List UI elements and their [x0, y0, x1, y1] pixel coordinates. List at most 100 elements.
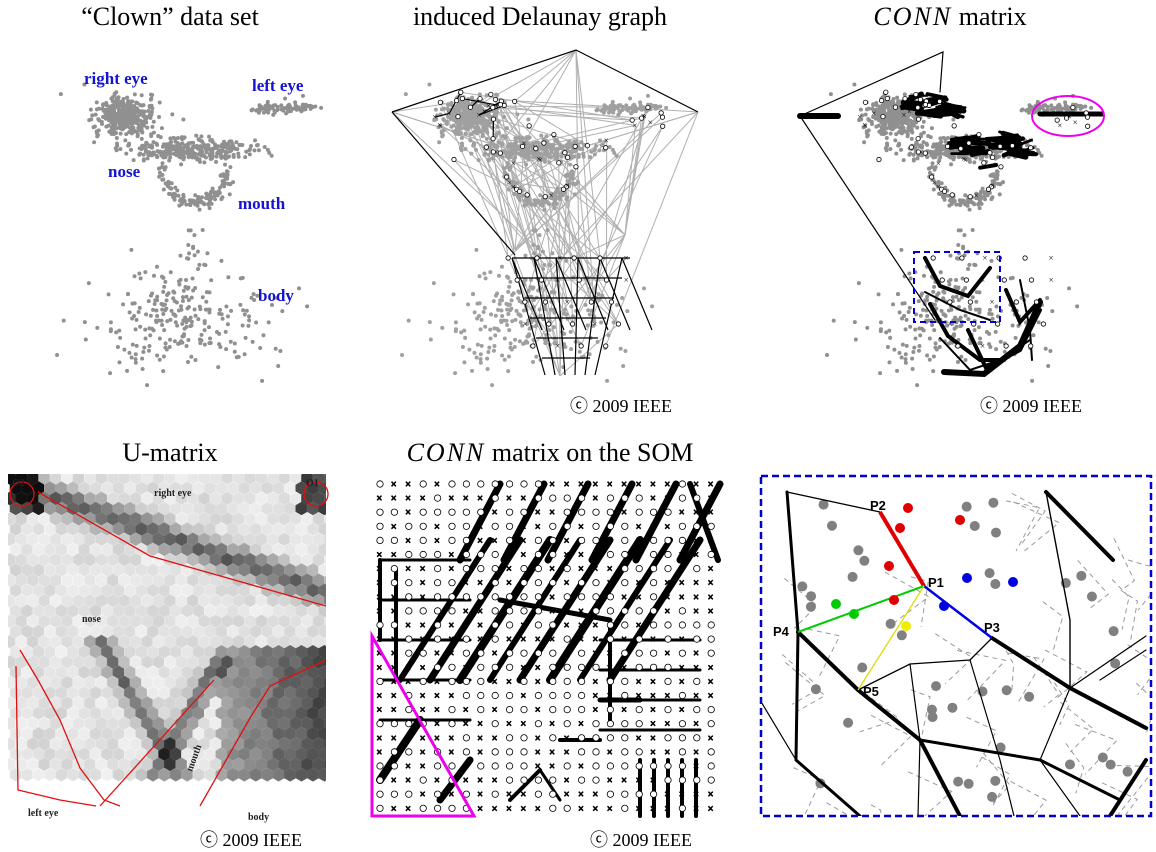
- data-point: [203, 319, 207, 323]
- data-point: [108, 105, 112, 109]
- data-point: [168, 338, 172, 342]
- data-point: [122, 106, 126, 110]
- x-marker: ×: [492, 508, 498, 519]
- data-point: [516, 136, 520, 140]
- data-point: [172, 291, 176, 295]
- data-point: [175, 324, 179, 328]
- x-marker: ×: [980, 275, 985, 285]
- data-point: [137, 310, 141, 314]
- um-label-body: body: [248, 812, 269, 823]
- data-point: [186, 257, 190, 261]
- data-point: [534, 355, 538, 359]
- data-point: [884, 330, 888, 334]
- x-marker: ×: [511, 159, 516, 169]
- data-point: [500, 143, 504, 147]
- data-point: [209, 341, 213, 345]
- data-point: [884, 146, 888, 150]
- data-point: [888, 336, 892, 340]
- data-point: [876, 113, 880, 117]
- data-point: [240, 143, 244, 147]
- data-point: [274, 347, 278, 351]
- x-marker: ×: [578, 522, 584, 533]
- prototype-node: [484, 145, 488, 149]
- data-point: [925, 143, 929, 147]
- data-point: [931, 161, 935, 165]
- data-point: [166, 152, 170, 156]
- umatrix-cell: [324, 717, 335, 730]
- data-point: [499, 320, 503, 324]
- x-marker: ×: [650, 480, 656, 491]
- data-point: [140, 144, 144, 148]
- data-point: [497, 140, 501, 144]
- data-point: [539, 314, 543, 318]
- data-point: [194, 134, 198, 138]
- data-point: [171, 192, 175, 196]
- data-point: [498, 298, 502, 302]
- data-point: [305, 304, 309, 308]
- x-marker: ×: [708, 606, 714, 617]
- data-point: [913, 328, 917, 332]
- data-point: [874, 101, 878, 105]
- data-point: [534, 228, 538, 232]
- data-point: [174, 147, 178, 151]
- data-point: [189, 316, 193, 320]
- data-point: [211, 140, 215, 144]
- data-point: [976, 308, 980, 312]
- data-point: [492, 349, 496, 353]
- x-marker: ×: [593, 621, 599, 632]
- umatrix-cell: [227, 768, 238, 781]
- x-marker: ×: [438, 121, 443, 131]
- data-point: [966, 267, 970, 271]
- data-point: [951, 295, 955, 299]
- data-point: [427, 83, 431, 87]
- data-point: [1025, 294, 1029, 298]
- data-point: [225, 146, 229, 150]
- umatrix-cell: [324, 492, 335, 505]
- data-point: [471, 114, 475, 118]
- data-point: [156, 134, 160, 138]
- data-point: [243, 155, 247, 159]
- prototype-node: [604, 278, 608, 282]
- data-point: [121, 302, 125, 306]
- umatrix-cell: [56, 768, 67, 781]
- data-point: [187, 251, 191, 255]
- data-point: [911, 350, 915, 354]
- data-point: [158, 171, 162, 175]
- prototype-node: [1041, 322, 1045, 326]
- data-point: [495, 93, 499, 97]
- data-point: [962, 233, 966, 237]
- data-point: [523, 199, 527, 203]
- data-point: [494, 294, 498, 298]
- data-point: [553, 290, 557, 294]
- data-point: [1075, 304, 1079, 308]
- data-point: [173, 339, 177, 343]
- data-point: [480, 344, 484, 348]
- x-marker: ×: [420, 592, 426, 603]
- data-point: [905, 344, 909, 348]
- data-point: [210, 150, 214, 154]
- data-point: [911, 112, 915, 116]
- data-point: [963, 193, 967, 197]
- data-point: [870, 122, 874, 126]
- x-marker: ×: [420, 578, 426, 589]
- umatrix-cell: [33, 768, 44, 781]
- data-point: [217, 332, 221, 336]
- data-point: [525, 334, 529, 338]
- data-point: [165, 293, 169, 297]
- prototype-node: [552, 132, 556, 136]
- data-point: [207, 135, 211, 139]
- data-point: [534, 199, 538, 203]
- data-point: [964, 314, 968, 318]
- data-point: [505, 323, 509, 327]
- prototype-node: [525, 193, 529, 197]
- data-point: [969, 200, 973, 204]
- label-left-eye: left eye: [252, 76, 304, 95]
- x-marker: ×: [549, 508, 555, 519]
- data-point: [480, 318, 484, 322]
- x-marker: ×: [961, 154, 966, 164]
- prototype-node: [893, 105, 897, 109]
- data-point: [257, 148, 261, 152]
- data-point: [928, 337, 932, 341]
- data-point: [995, 175, 999, 179]
- data-point: [573, 192, 577, 196]
